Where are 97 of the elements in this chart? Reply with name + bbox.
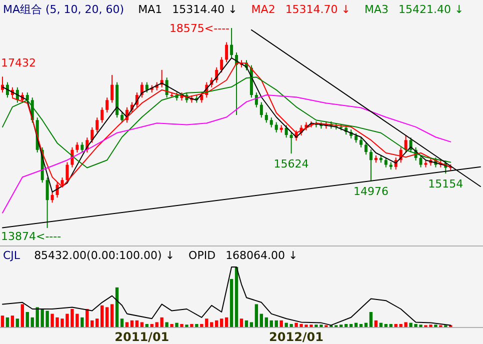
bar	[165, 322, 168, 327]
bar	[260, 314, 264, 327]
bar	[220, 318, 224, 327]
bar	[90, 320, 94, 327]
candlestick	[354, 132, 358, 144]
bar	[224, 317, 228, 327]
annotation: 18575<----	[169, 22, 230, 35]
candlestick	[110, 74, 114, 104]
annotation: 17432	[1, 56, 36, 70]
candlestick	[284, 124, 288, 138]
bar	[125, 322, 129, 327]
chart-title: CJL	[3, 249, 21, 262]
bar	[80, 317, 84, 327]
bar	[20, 304, 24, 327]
bar	[210, 322, 214, 327]
text: MA1	[138, 3, 162, 16]
series-label: OPID	[188, 249, 216, 262]
bar	[135, 320, 139, 327]
bar	[240, 318, 244, 327]
x-tick-label: 2012/01	[269, 330, 324, 344]
bar	[254, 304, 258, 327]
bar	[130, 320, 134, 327]
candlestick	[26, 92, 29, 104]
candlestick	[46, 177, 49, 228]
candlestick	[66, 162, 69, 184]
bar	[369, 312, 373, 327]
candlestick	[145, 82, 148, 93]
bar	[270, 320, 273, 327]
candlestick	[225, 42, 228, 63]
bar	[120, 318, 124, 327]
bar	[250, 322, 254, 327]
bar	[374, 320, 378, 327]
bar	[175, 322, 178, 327]
text: 85432.00(0.00:100.00) ↓	[34, 249, 175, 262]
bar	[170, 324, 174, 327]
bar	[0, 316, 4, 327]
bar	[389, 324, 392, 327]
bar	[140, 322, 144, 327]
annotation: 15624	[274, 158, 309, 171]
bar	[274, 320, 278, 327]
bar	[280, 320, 283, 327]
bar	[26, 312, 29, 327]
text: 15314.70 ↓	[285, 3, 351, 16]
candlestick	[220, 56, 224, 73]
text: 13874<----	[1, 230, 62, 243]
text: 15314.40 ↓	[172, 3, 238, 16]
text: 15421.40 ↓	[398, 3, 464, 16]
annotation: 15154	[428, 178, 464, 191]
text: MA2	[251, 3, 276, 16]
candlestick	[80, 142, 84, 153]
bar	[190, 324, 194, 327]
candlestick	[50, 192, 54, 204]
candlestick	[76, 142, 79, 153]
bar	[100, 305, 104, 327]
candlestick	[364, 142, 368, 156]
bar	[215, 320, 218, 327]
candlestick	[260, 102, 263, 118]
candlestick	[120, 112, 124, 124]
candlestick	[290, 132, 293, 154]
bar	[349, 324, 353, 327]
candlestick	[254, 92, 258, 108]
candlestick	[270, 117, 273, 128]
bar	[230, 279, 234, 327]
bar	[264, 317, 268, 327]
candlestick	[274, 122, 278, 133]
bar	[115, 287, 119, 327]
bar	[105, 307, 109, 327]
candlestick	[230, 28, 234, 58]
chart-title: MA组合 (5, 10, 20, 60)	[3, 3, 124, 16]
text: MA3	[364, 3, 389, 16]
bar	[16, 318, 20, 327]
candlestick	[96, 117, 99, 133]
bar	[145, 324, 148, 327]
annotation: 14976	[353, 185, 388, 198]
bar	[244, 320, 248, 327]
candlestick	[369, 148, 372, 182]
bar	[6, 317, 10, 327]
candlestick	[360, 137, 362, 148]
bar	[384, 324, 388, 327]
x-tick-label: 2011/01	[114, 330, 170, 344]
bar	[150, 324, 154, 327]
bar	[110, 304, 114, 327]
bar	[234, 267, 238, 327]
candlestick	[90, 126, 94, 144]
bar	[180, 324, 184, 327]
candlestick	[106, 97, 109, 113]
bar	[96, 318, 99, 327]
text: 168064.00 ↓	[226, 249, 298, 262]
candlestick	[384, 157, 388, 168]
candlestick	[100, 106, 104, 124]
bar	[10, 316, 14, 327]
bar	[359, 324, 363, 327]
candlestick	[264, 112, 268, 124]
bar	[344, 324, 348, 327]
candlestick	[404, 134, 408, 153]
bar	[195, 324, 198, 327]
bar	[30, 317, 34, 327]
